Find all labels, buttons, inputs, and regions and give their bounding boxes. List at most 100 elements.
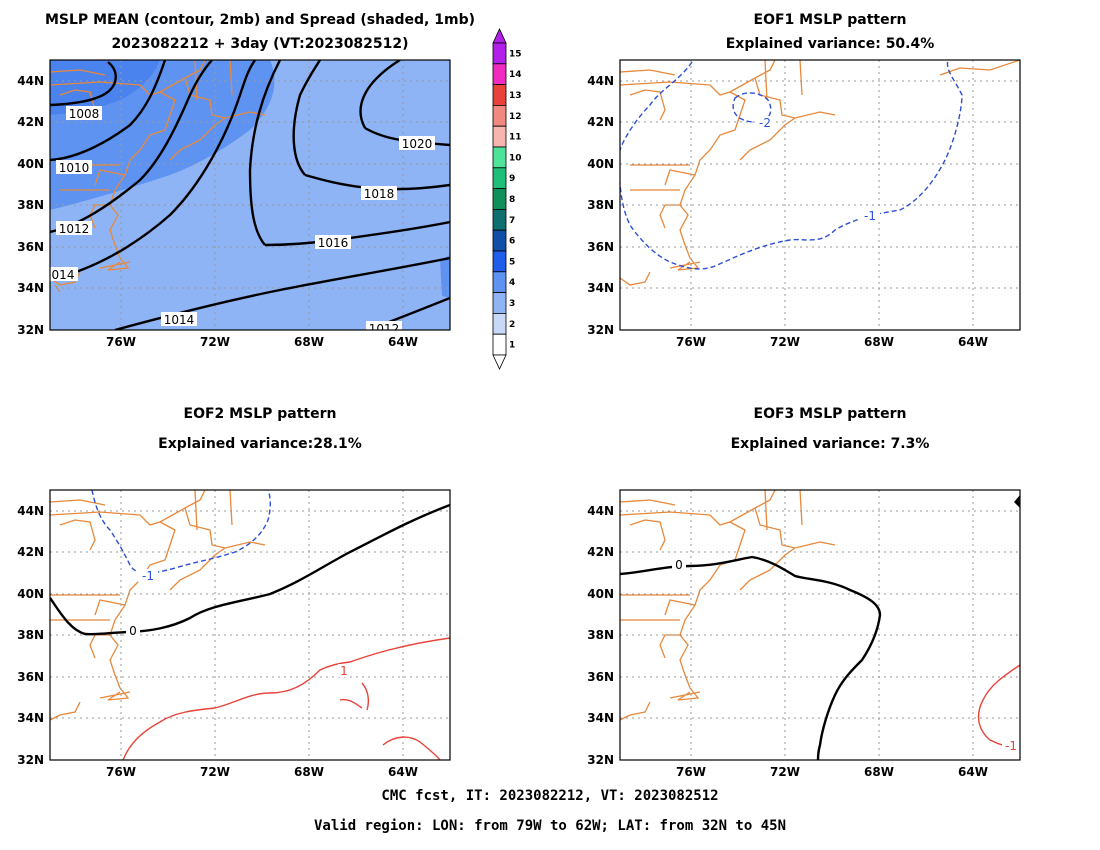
- colorbar-cell-7: [492, 208, 507, 231]
- y-tick-label: 44N: [17, 504, 44, 518]
- contour-label: 1020: [402, 137, 433, 151]
- grid: [620, 60, 1020, 330]
- contour-label: 1008: [69, 107, 100, 121]
- y-ticks: 44N 42N 40N 38N 36N 34N 32N: [17, 504, 44, 767]
- contour-1018-north: [292, 60, 322, 176]
- spread-shade-level-4b: [50, 60, 160, 115]
- colorbar-label: 6: [509, 237, 515, 247]
- y-tick-label: 38N: [17, 628, 44, 642]
- y-tick-label: 40N: [17, 587, 44, 601]
- contour-labels: 0 -1: [672, 558, 1020, 753]
- colorbar-cell-11: [492, 125, 507, 148]
- colorbar-extension-top: [492, 28, 507, 44]
- panel-title: EOF3 MSLP pattern: [754, 406, 907, 422]
- y-tick-label: 36N: [587, 670, 614, 684]
- contour-label: 0: [675, 558, 683, 572]
- contour-pos1-se: [382, 736, 441, 760]
- plot-area: 1008 1010 1012 014 1014 1016 1018 1020 1…: [50, 60, 450, 330]
- y-tick-label: 38N: [587, 628, 614, 642]
- panel-subtitle: Explained variance: 7.3%: [731, 436, 930, 452]
- contour-label: 1014: [164, 313, 195, 327]
- contour-label: 1012: [59, 222, 90, 236]
- panel-eof3: EOF3 MSLP pattern Explained variance: 7.…: [587, 406, 1021, 779]
- y-ticks: 44N 42N 40N 38N 36N 34N 32N: [17, 74, 44, 337]
- contour-label: 1018: [364, 187, 395, 201]
- panel-subtitle: Explained variance:28.1%: [158, 436, 362, 452]
- contour-label: 1016: [318, 236, 349, 250]
- plot-frame: [49, 59, 451, 331]
- coastline: [620, 490, 836, 721]
- contour-label: -1: [142, 569, 154, 583]
- panel-title: EOF1 MSLP pattern: [754, 12, 907, 28]
- y-tick-label: 42N: [17, 545, 44, 559]
- y-tick-label: 42N: [17, 115, 44, 129]
- x-ticks: 76W 72W 68W 64W: [676, 335, 988, 349]
- x-tick-label: 76W: [106, 335, 136, 349]
- colorbar-cell-5: [492, 250, 507, 273]
- colorbar-label: 8: [509, 195, 515, 205]
- y-tick-label: 44N: [17, 74, 44, 88]
- y-tick-label: 44N: [587, 504, 614, 518]
- plot-area: -1 0 1: [50, 490, 450, 760]
- contour-1016-north: [248, 60, 282, 246]
- x-tick-label: 72W: [200, 765, 230, 779]
- plot-frame: [619, 489, 1021, 761]
- colorbar-cell-9: [492, 167, 507, 190]
- colorbar-label: 10: [509, 153, 522, 163]
- colorbar-label: 14: [509, 70, 522, 80]
- y-tick-label: 42N: [587, 545, 614, 559]
- y-ticks: 44N 42N 40N 38N 36N 34N 32N: [587, 74, 614, 337]
- colorbar-cell-12: [492, 105, 507, 127]
- contour-zero: [50, 503, 450, 636]
- colorbar: 15 14 13 12 11 10 9 8 7 6 5 4 3 2 1: [492, 28, 522, 370]
- contour-label: -1: [1005, 739, 1017, 753]
- x-tick-label: 76W: [106, 765, 136, 779]
- panel-mslp-mean: MSLP MEAN (contour, 2mb) and Spread (sha…: [17, 12, 475, 349]
- x-tick-label: 64W: [958, 335, 988, 349]
- contour-pos1-small: [339, 682, 370, 711]
- x-tick-label: 64W: [958, 765, 988, 779]
- x-tick-label: 68W: [294, 765, 324, 779]
- colorbar-label: 12: [509, 112, 522, 122]
- colorbar-cell-10: [492, 146, 507, 169]
- colorbar-label: 2: [509, 320, 515, 330]
- panel-eof2: EOF2 MSLP pattern Explained variance:28.…: [17, 406, 451, 779]
- contour-zero: [620, 555, 882, 760]
- panel-title: MSLP MEAN (contour, 2mb) and Spread (sha…: [45, 12, 475, 28]
- x-tick-label: 76W: [676, 765, 706, 779]
- colorbar-cell-4: [492, 271, 507, 293]
- plot-frame: [619, 59, 1021, 331]
- colorbar-cell-6: [492, 229, 507, 252]
- y-tick-label: 34N: [587, 711, 614, 725]
- plot-frame: [49, 489, 451, 761]
- contour-pos1: [122, 637, 450, 760]
- y-tick-label: 36N: [587, 240, 614, 254]
- x-tick-label: 72W: [770, 335, 800, 349]
- contour-labels: 1008 1010 1012 014 1014 1016 1018 1020 1…: [50, 106, 435, 330]
- coastline: [620, 60, 1020, 286]
- colorbar-extension-bottom: [492, 354, 507, 370]
- colorbar-cell-3: [492, 292, 507, 314]
- contour-1020-north: [359, 60, 401, 129]
- colorbar-label: 13: [509, 91, 522, 101]
- y-tick-label: 44N: [587, 74, 614, 88]
- y-tick-label: 42N: [587, 115, 614, 129]
- y-tick-label: 34N: [17, 281, 44, 295]
- y-tick-label: 34N: [17, 711, 44, 725]
- y-tick-label: 36N: [17, 240, 44, 254]
- contour-1008: [50, 61, 117, 107]
- contour-fragment: [1014, 495, 1020, 508]
- y-tick-label: 32N: [17, 323, 44, 337]
- y-tick-label: 38N: [17, 198, 44, 212]
- contour-label: 1010: [59, 161, 90, 175]
- x-tick-label: 72W: [200, 335, 230, 349]
- grid: [620, 490, 1020, 760]
- contour-1012: [50, 60, 213, 234]
- y-tick-label: 32N: [587, 753, 614, 767]
- contour-label: 0: [129, 624, 137, 638]
- colorbar-label: 11: [509, 133, 522, 143]
- x-ticks: 76W 72W 68W 64W: [106, 765, 418, 779]
- x-ticks: 76W 72W 68W 64W: [676, 765, 988, 779]
- y-tick-label: 32N: [17, 753, 44, 767]
